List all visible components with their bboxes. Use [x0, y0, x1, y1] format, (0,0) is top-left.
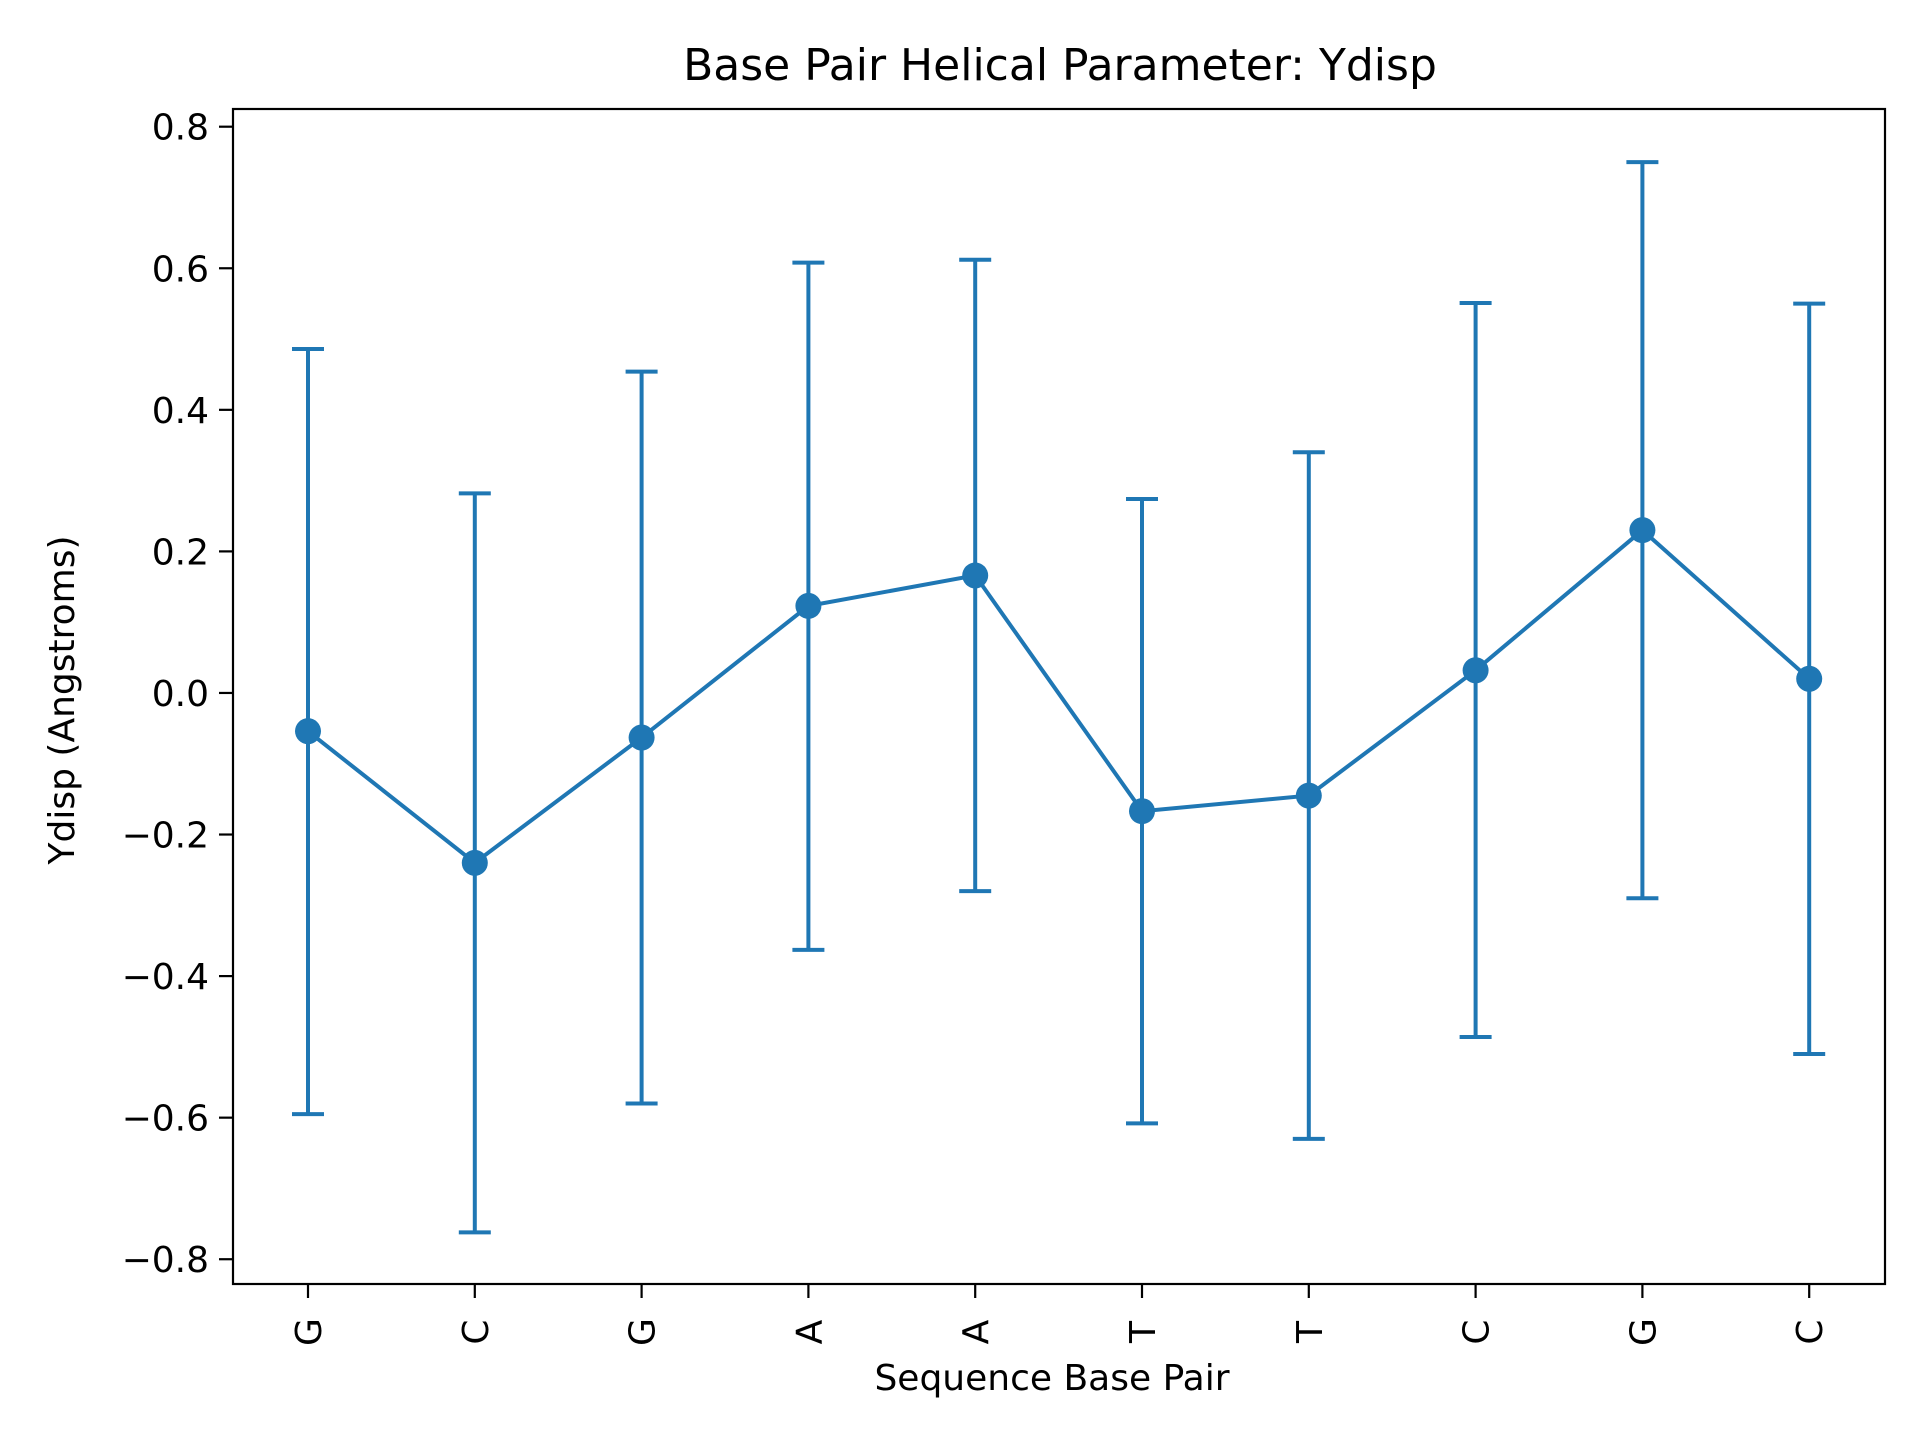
- y-axis-label: Ydisp (Angstroms): [42, 535, 83, 865]
- data-point: [1129, 798, 1155, 825]
- data-point: [1629, 517, 1656, 544]
- x-axis-label: Sequence Base Pair: [874, 1358, 1229, 1399]
- y-tick-label: −0.2: [122, 816, 209, 857]
- x-tick-label: C: [1457, 1319, 1498, 1344]
- data-point: [461, 849, 488, 876]
- data-markers: [295, 517, 1823, 876]
- x-tick-label: A: [956, 1319, 997, 1344]
- x-tick-label: C: [456, 1319, 497, 1344]
- data-point: [295, 718, 321, 745]
- x-tick-label: G: [289, 1318, 330, 1346]
- data-point: [1295, 782, 1322, 809]
- data-point: [795, 592, 822, 619]
- y-axis: −0.8 −0.6 −0.4 −0.2 0.0 0.2 0.4 0.6 0.8: [122, 108, 233, 1281]
- y-tick-label: −0.4: [122, 957, 209, 998]
- x-tick-label: G: [623, 1318, 664, 1346]
- y-tick-label: 0.8: [152, 108, 209, 149]
- y-tick-label: 0.2: [152, 532, 209, 573]
- y-tick-label: 0.4: [152, 391, 209, 432]
- y-tick-label: −0.6: [122, 1099, 209, 1140]
- x-tick-label: T: [1123, 1320, 1164, 1344]
- x-tick-label: T: [1290, 1320, 1331, 1344]
- data-point: [1462, 657, 1489, 684]
- series-line: [306, 527, 1811, 866]
- y-tick-label: 0.0: [152, 674, 209, 715]
- y-tick-label: 0.6: [152, 249, 209, 290]
- x-tick-label: G: [1623, 1318, 1664, 1346]
- x-tick-label: C: [1790, 1319, 1831, 1344]
- data-point: [1796, 665, 1823, 692]
- x-tick-label: A: [789, 1319, 830, 1344]
- y-tick-label: −0.8: [122, 1240, 209, 1281]
- data-point: [962, 562, 989, 589]
- chart-title: Base Pair Helical Parameter: Ydisp: [683, 40, 1437, 91]
- data-point: [628, 724, 655, 751]
- plot-frame: [231, 107, 1887, 1286]
